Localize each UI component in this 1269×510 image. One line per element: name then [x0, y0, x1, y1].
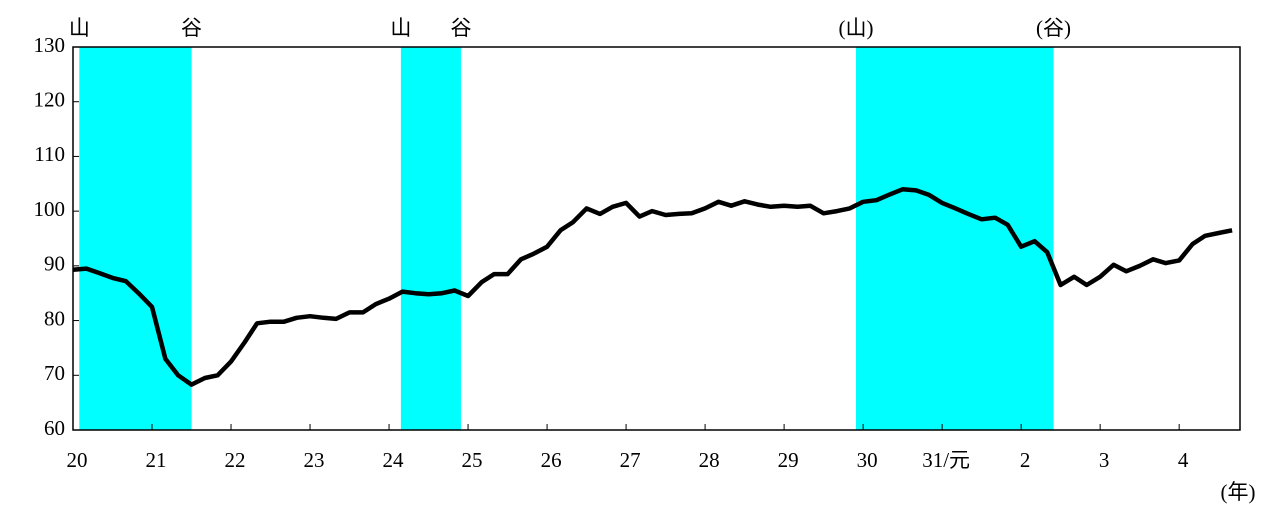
- period-end-label: 谷: [181, 16, 202, 40]
- y-tick-label: 110: [34, 142, 65, 166]
- x-tick-label: 25: [462, 448, 483, 472]
- period-start-label: (山): [839, 16, 874, 40]
- shaded-period: [400, 47, 461, 430]
- x-tick-label: 30: [857, 448, 878, 472]
- y-tick-label: 80: [44, 306, 65, 330]
- x-tick-label: 27: [620, 448, 641, 472]
- x-tick-label: 26: [541, 448, 562, 472]
- x-tick-label: 31/元: [922, 448, 970, 472]
- x-tick-label: 23: [304, 448, 325, 472]
- period-end-label: 谷: [450, 16, 471, 40]
- x-tick-label: 28: [699, 448, 720, 472]
- x-axis-label: (年): [1221, 480, 1256, 504]
- x-tick-label: 20: [67, 448, 88, 472]
- x-tick-label: 24: [383, 448, 405, 472]
- y-tick-label: 70: [44, 361, 65, 385]
- line-series: [72, 187, 1233, 387]
- x-tick-label: 22: [225, 448, 246, 472]
- x-tick-label: 4: [1178, 448, 1189, 472]
- period-start-label: 山: [390, 16, 411, 40]
- y-tick-label: 120: [34, 88, 66, 112]
- x-tick-label: 29: [778, 448, 799, 472]
- shaded-period: [856, 47, 1054, 430]
- y-tick-label: 130: [34, 33, 66, 57]
- period-start-label: 山: [69, 16, 90, 40]
- x-tick-label: 3: [1099, 448, 1110, 472]
- y-tick-label: 60: [44, 416, 65, 440]
- period-end-label: (谷): [1036, 16, 1071, 40]
- x-tick-label: 21: [146, 448, 167, 472]
- x-tick-label: 2: [1020, 448, 1031, 472]
- y-tick-label: 90: [44, 252, 65, 276]
- y-tick-label: 100: [34, 197, 66, 221]
- plot-frame: [72, 46, 1241, 431]
